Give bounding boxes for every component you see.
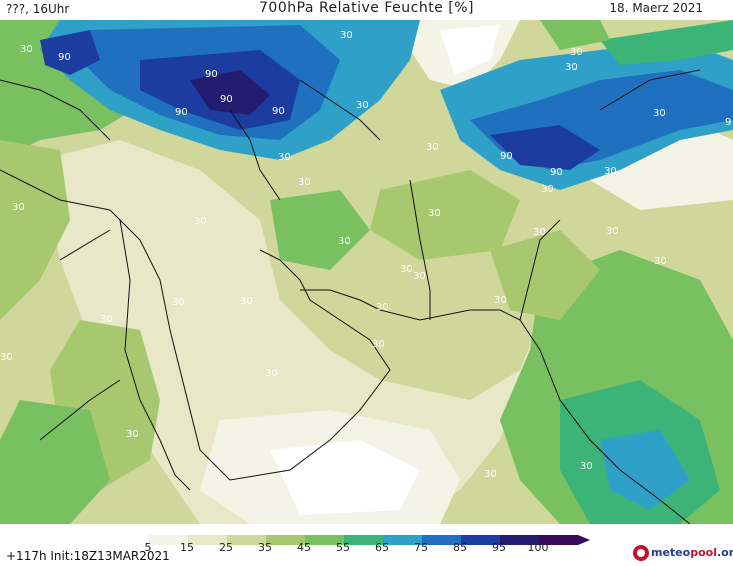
svg-text:30: 30 (400, 264, 413, 275)
colorbar-tick-label: 100 (527, 541, 549, 554)
colorbar-tick-label: 25 (219, 541, 233, 554)
svg-text:30: 30 (570, 47, 583, 58)
svg-text:90: 90 (500, 151, 513, 162)
colorbar (110, 535, 590, 545)
colorbar-segment (227, 535, 266, 545)
colorbar-tick-label: 65 (375, 541, 389, 554)
colorbar-tick-label: 75 (414, 541, 428, 554)
svg-text:30: 30 (172, 297, 185, 308)
svg-text:30: 30 (580, 461, 593, 472)
colorbar-tick-label: 85 (453, 541, 467, 554)
svg-text:90: 90 (220, 94, 233, 105)
colorbar-segment (383, 535, 422, 545)
init-info: +117h Init:18Z13MAR2021 (6, 549, 170, 563)
svg-text:30: 30 (376, 302, 389, 313)
colorbar-segment (344, 535, 383, 545)
svg-text:30: 30 (541, 184, 554, 195)
svg-text:90: 90 (175, 107, 188, 118)
colorbar-segment (422, 535, 461, 545)
colorbar-segment (266, 535, 305, 545)
colorbar-segment (149, 535, 188, 545)
meteopool-logo-icon (633, 545, 649, 561)
svg-text:30: 30 (654, 256, 667, 267)
humidity-map: 30 90 90 90 90 90 90 90 30 30 30 30 30 3… (0, 20, 733, 524)
colorbar-tick-label: 5 (144, 541, 152, 554)
colorbar-segment (500, 535, 539, 545)
svg-text:30: 30 (606, 226, 619, 237)
svg-text:30: 30 (20, 44, 33, 55)
svg-text:90: 90 (58, 52, 71, 63)
colorbar-tick-label: 55 (336, 541, 350, 554)
svg-text:30: 30 (413, 271, 426, 282)
colorbar-arrow (578, 535, 590, 545)
colorbar-segment (110, 535, 149, 545)
svg-text:9: 9 (725, 117, 731, 128)
svg-text:30: 30 (278, 152, 291, 163)
svg-text:30: 30 (265, 368, 278, 379)
svg-text:30: 30 (494, 295, 507, 306)
svg-text:30: 30 (484, 469, 497, 480)
svg-text:30: 30 (338, 236, 351, 247)
svg-text:90: 90 (205, 69, 218, 80)
colorbar-segment (539, 535, 578, 545)
forecast-date: 18. Maerz 2021 (609, 1, 703, 15)
svg-text:90: 90 (272, 106, 285, 117)
svg-text:90: 90 (550, 167, 563, 178)
svg-text:30: 30 (12, 202, 25, 213)
svg-text:30: 30 (240, 296, 253, 307)
colorbar-segment (461, 535, 500, 545)
svg-text:30: 30 (533, 227, 546, 238)
map-title: 700hPa Relative Feuchte [%] (259, 0, 474, 16)
svg-text:30: 30 (126, 429, 139, 440)
colorbar-tick-label: 15 (180, 541, 194, 554)
footer: 5 15 25 35 45 55 65 75 85 95 100 +117h Init:18Z13M… (0, 524, 733, 566)
svg-text:30: 30 (428, 208, 441, 219)
svg-text:30: 30 (565, 62, 578, 73)
svg-text:30: 30 (372, 339, 385, 350)
colorbar-tick-label: 45 (297, 541, 311, 554)
forecast-time: ???, 16Uhr (6, 2, 70, 16)
map-canvas: 30 90 90 90 90 90 90 90 30 30 30 30 30 3… (0, 20, 733, 524)
colorbar-segment (305, 535, 344, 545)
colorbar-tick-label: 35 (258, 541, 272, 554)
svg-text:30: 30 (604, 166, 617, 177)
header: ???, 16Uhr 700hPa Relative Feuchte [%] 1… (0, 0, 733, 20)
svg-text:30: 30 (340, 30, 353, 41)
colorbar-segment (188, 535, 227, 545)
logo-text: meteopool.org (651, 546, 733, 559)
svg-text:30: 30 (426, 142, 439, 153)
svg-text:30: 30 (298, 177, 311, 188)
svg-text:30: 30 (194, 216, 207, 227)
contour-labels: 30 90 90 90 90 90 90 90 30 30 30 30 30 3… (0, 30, 731, 480)
svg-text:30: 30 (100, 314, 113, 325)
svg-text:30: 30 (653, 108, 666, 119)
colorbar-tick-label: 95 (492, 541, 506, 554)
svg-text:30: 30 (0, 352, 13, 363)
svg-text:30: 30 (356, 100, 369, 111)
